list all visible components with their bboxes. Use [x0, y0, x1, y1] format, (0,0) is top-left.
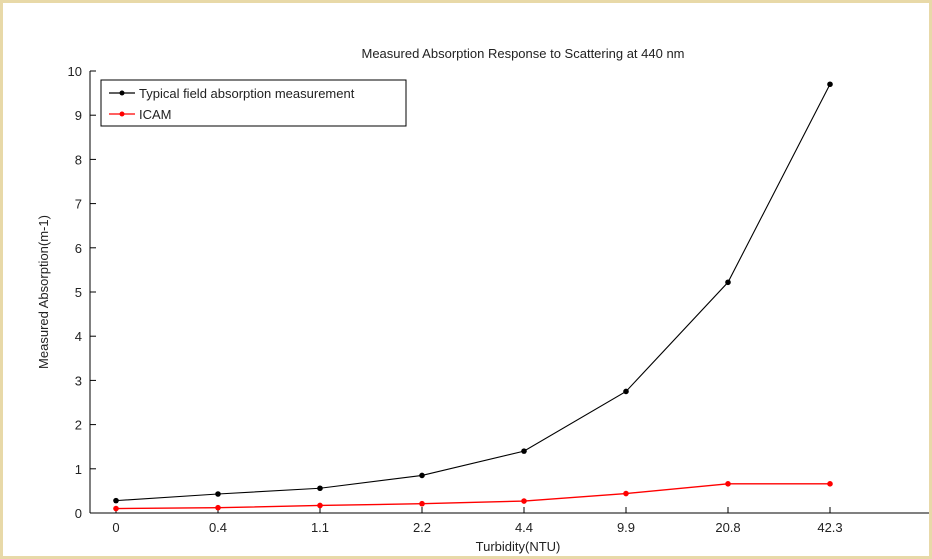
data-point-series-0 — [317, 485, 323, 492]
data-point-series-0 — [215, 491, 221, 497]
data-point-series-1 — [419, 500, 425, 507]
legend-marker-1 — [119, 111, 125, 117]
y-tick-label: 9 — [75, 108, 82, 123]
y-axis-ticks: 0 1 2 3 4 5 6 7 8 9 10 — [68, 64, 96, 521]
data-point-series-0 — [419, 472, 425, 479]
x-axis-label: Turbidity(NTU) — [476, 539, 561, 554]
legend-label-1: ICAM — [139, 107, 172, 122]
data-point-series-0 — [623, 388, 629, 395]
legend: Typical field absorption measurement ICA… — [100, 79, 407, 127]
data-point-series-1 — [215, 504, 221, 511]
series-line-0 — [115, 84, 831, 502]
data-point-series-1 — [623, 490, 629, 497]
chart-title: Measured Absorption Response to Scatteri… — [361, 46, 684, 61]
data-point-series-1 — [113, 505, 119, 512]
data-point-series-0 — [725, 279, 731, 286]
legend-box — [100, 79, 407, 127]
legend-label-0: Typical field absorption measurement — [139, 86, 355, 101]
data-point-series-1 — [827, 481, 833, 487]
y-tick-label: 1 — [75, 462, 82, 477]
y-tick-label: 6 — [75, 241, 82, 256]
y-tick-label: 10 — [68, 64, 82, 79]
x-tick-label: 20.8 — [715, 520, 740, 535]
y-tick-label: 5 — [75, 285, 82, 300]
y-tick-label: 0 — [75, 506, 82, 521]
x-tick-label: 9.9 — [617, 520, 635, 535]
x-tick-label: 1.1 — [311, 520, 329, 535]
data-point-series-1 — [521, 498, 527, 504]
y-tick-label: 2 — [75, 418, 82, 433]
data-point-series-0 — [827, 81, 833, 88]
y-tick-label: 3 — [75, 373, 82, 388]
x-tick-label: 42.3 — [817, 520, 842, 535]
y-axis-label: Measured Absorption(m-1) — [36, 215, 51, 369]
series-layer — [113, 81, 833, 512]
data-point-series-0 — [113, 497, 119, 504]
data-point-series-1 — [725, 481, 731, 487]
line-chart: Measured Absorption Response to Scatteri… — [36, 46, 929, 554]
x-axis-ticks: 0 0.4 1.1 2.2 4.4 9.9 20.8 42.3 — [112, 507, 843, 535]
data-point-series-1 — [317, 502, 323, 509]
series-line-1 — [115, 483, 830, 510]
x-tick-label: 0 — [112, 520, 119, 535]
x-tick-label: 2.2 — [413, 520, 431, 535]
y-tick-label: 7 — [75, 197, 82, 212]
y-tick-label: 8 — [75, 152, 82, 167]
legend-marker-0 — [119, 90, 125, 96]
y-tick-label: 4 — [75, 329, 82, 344]
data-point-series-0 — [521, 448, 527, 454]
x-tick-label: 0.4 — [209, 520, 227, 535]
x-tick-label: 4.4 — [515, 520, 533, 535]
